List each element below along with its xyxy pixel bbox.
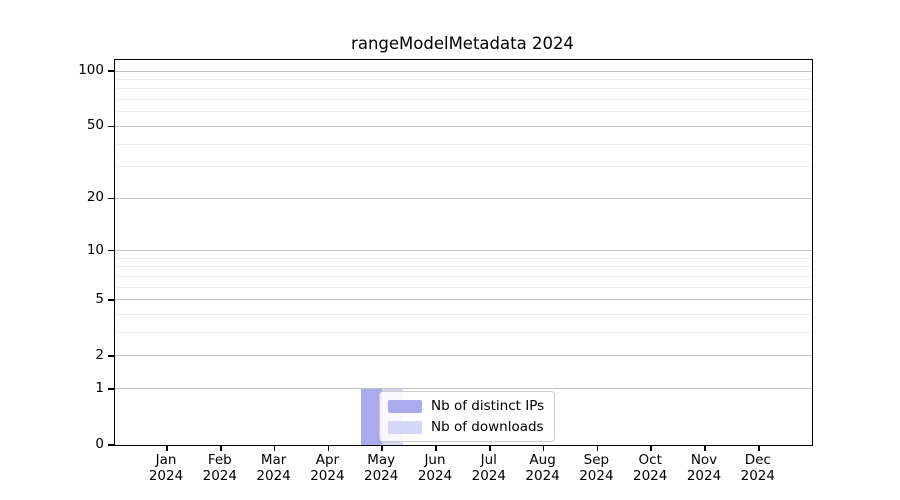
chart-title: rangeModelMetadata 2024 <box>351 34 574 53</box>
major-gridline <box>115 70 812 72</box>
x-tick-mark <box>435 445 437 451</box>
minor-gridline <box>115 143 812 145</box>
minor-gridline <box>115 286 812 288</box>
x-tick-label: Jan 2024 <box>148 452 184 484</box>
major-gridline <box>115 250 812 252</box>
minor-gridline <box>115 266 812 268</box>
x-tick-mark <box>542 445 545 451</box>
y-tick-mark <box>107 299 114 301</box>
y-tick-mark <box>107 355 114 357</box>
bar-nb-of-distinct-ips-may <box>361 388 383 445</box>
y-tick-label: 1 <box>95 379 104 396</box>
x-tick-label: Feb 2024 <box>202 452 237 484</box>
y-tick-mark <box>107 125 114 128</box>
x-tick-label: Jun 2024 <box>417 452 453 484</box>
major-gridline <box>115 388 812 390</box>
minor-gridline <box>115 275 812 277</box>
major-gridline <box>115 125 812 127</box>
x-tick-mark <box>596 445 599 451</box>
y-tick-mark <box>107 197 114 200</box>
y-tick-mark <box>107 388 114 390</box>
legend-row: Nb of distinct IPs <box>388 398 544 414</box>
minor-gridline <box>115 314 812 316</box>
y-tick-mark <box>107 444 114 446</box>
x-tick-mark <box>758 445 760 451</box>
x-tick-label: Jul 2024 <box>471 452 506 484</box>
x-tick-mark <box>650 445 652 451</box>
y-tick-label: 20 <box>86 189 104 206</box>
x-tick-mark <box>381 445 383 451</box>
x-tick-mark <box>489 445 491 451</box>
x-tick-label: May 2024 <box>364 452 399 484</box>
minor-gridline <box>115 88 812 90</box>
y-tick-label: 2 <box>95 346 104 363</box>
legend-label: Nb of downloads <box>431 419 544 435</box>
x-tick-label: Dec 2024 <box>740 452 775 484</box>
x-tick-label: Mar 2024 <box>256 452 291 484</box>
y-tick-label: 100 <box>78 62 104 78</box>
x-tick-label: Nov 2024 <box>686 452 722 484</box>
minor-gridline <box>115 111 812 113</box>
y-tick-label: 0 <box>95 436 104 452</box>
minor-gridline <box>115 78 812 80</box>
legend: Nb of distinct IPs Nb of downloads <box>379 391 556 442</box>
major-gridline <box>115 299 812 301</box>
x-tick-mark <box>273 445 276 451</box>
x-tick-label: Aug 2024 <box>525 452 560 484</box>
legend-row: Nb of downloads <box>388 419 544 435</box>
x-tick-label: Oct 2024 <box>633 452 668 484</box>
legend-swatch-nb-of-downloads <box>388 420 422 434</box>
x-tick-mark <box>704 445 706 451</box>
legend-label: Nb of distinct IPs <box>431 398 545 414</box>
y-tick-mark <box>107 70 114 72</box>
x-tick-mark <box>327 445 330 451</box>
x-tick-mark <box>220 445 222 451</box>
y-tick-mark <box>107 249 114 252</box>
minor-gridline <box>115 332 812 334</box>
major-gridline <box>115 355 812 357</box>
minor-gridline <box>115 166 812 168</box>
x-tick-label: Apr 2024 <box>310 452 345 484</box>
plot-area: Nb of distinct IPs Nb of downloads <box>107 59 813 451</box>
x-tick-mark <box>166 445 168 451</box>
x-tick-label: Sep 2024 <box>579 452 614 484</box>
minor-gridline <box>115 257 812 259</box>
legend-swatch-nb-of-distinct-ips <box>388 399 422 413</box>
y-tick-label: 50 <box>86 117 104 134</box>
y-tick-label: 5 <box>95 290 104 307</box>
minor-gridline <box>115 99 812 101</box>
major-gridline <box>115 197 812 199</box>
y-tick-label: 10 <box>86 241 104 258</box>
